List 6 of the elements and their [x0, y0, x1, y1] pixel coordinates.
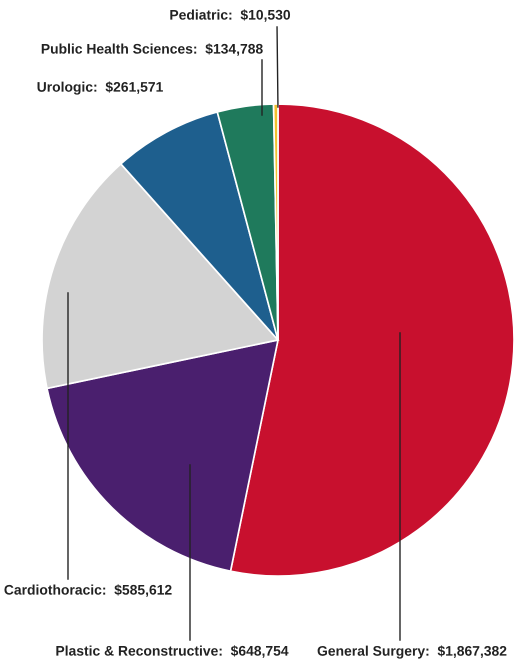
slice-label: Cardiothoracic: $585,612 — [4, 584, 172, 597]
slice-label: Pediatric: $10,530 — [170, 9, 290, 22]
slice-label: Plastic & Reconstructive: $648,754 — [56, 645, 289, 658]
slice-label: Public Health Sciences: $134,788 — [42, 43, 263, 56]
slice-label: General Surgery: $1,867,382 — [318, 645, 506, 659]
slice-label: Urologic: $261,571 — [38, 81, 163, 95]
